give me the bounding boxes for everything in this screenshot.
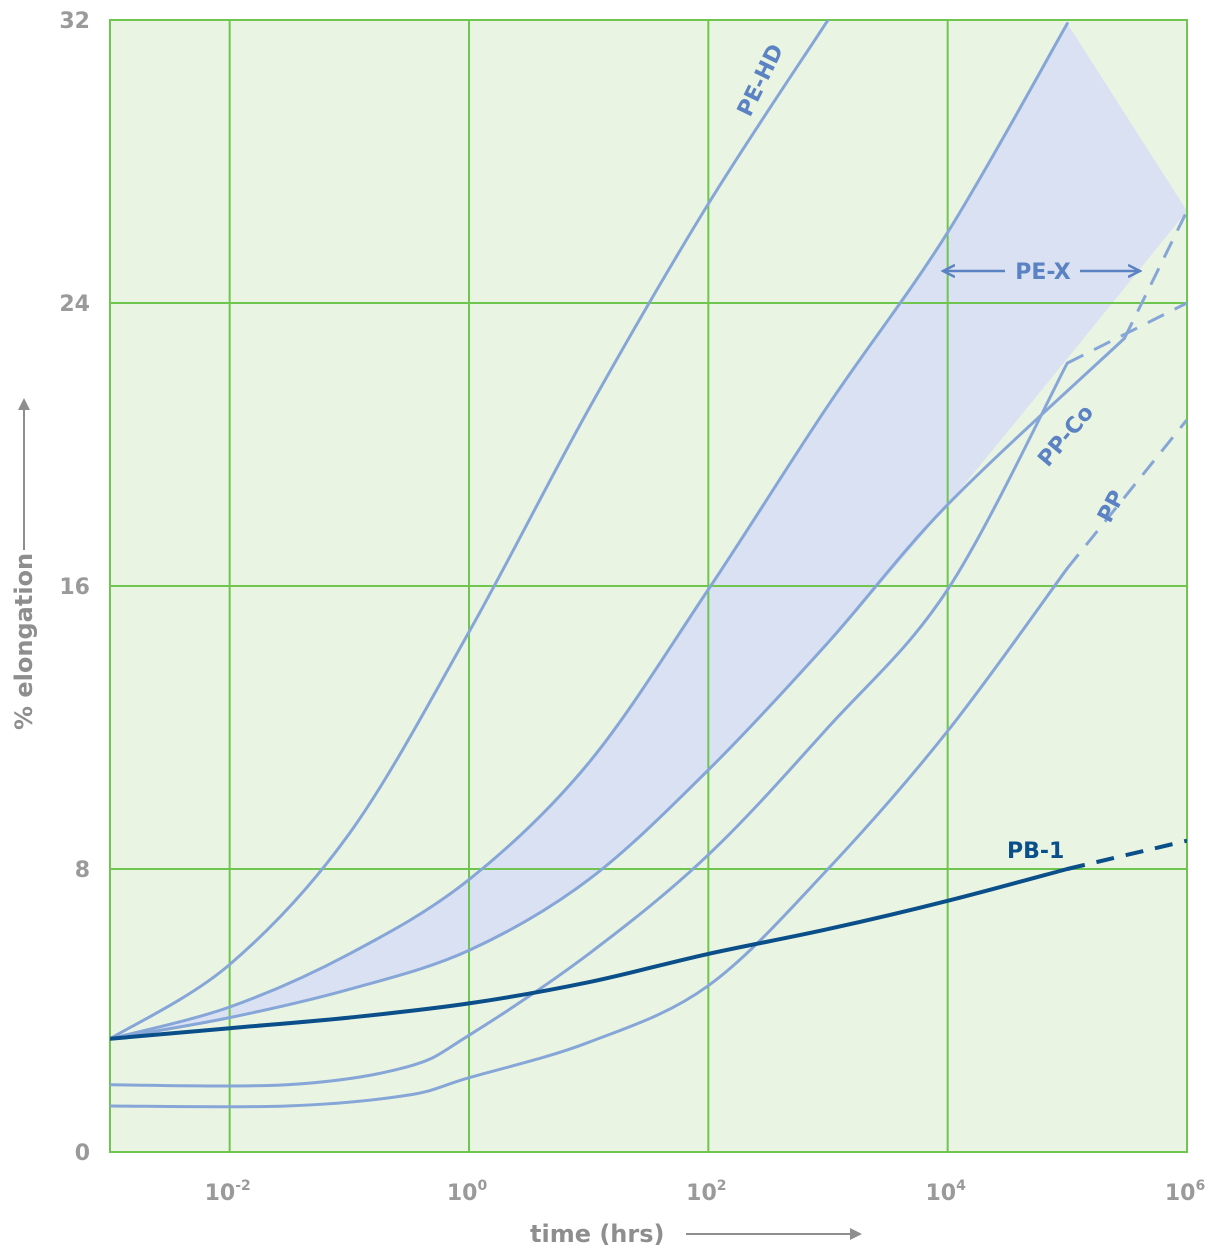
pp-curve-extrapolated — [1066, 418, 1187, 570]
pb-1-curve-extrapolated — [1066, 838, 1187, 871]
y-tick-label: 8 — [75, 858, 90, 883]
y-tick-labels: 0 8 16 24 32 — [59, 9, 90, 1166]
y-tick-label: 32 — [59, 9, 90, 34]
x-tick-label: 106 — [1165, 1178, 1205, 1206]
curves — [110, 20, 1187, 1109]
y-axis-title: % elongation — [10, 553, 38, 730]
y-tick-label: 16 — [59, 575, 90, 600]
x-tick-label: 102 — [686, 1178, 726, 1206]
x-tick-label: 100 — [447, 1178, 488, 1206]
pe-x-label: PE-X — [1015, 260, 1070, 285]
x-tick-labels: 10-2 100 102 104 106 — [205, 1178, 1206, 1206]
pp-curve — [110, 566, 1069, 1109]
y-tick-label: 24 — [59, 292, 90, 317]
pe-x-curve — [110, 22, 1069, 1041]
pe-x-curve-extrapolated — [1123, 210, 1187, 340]
pe-hd-curve — [110, 20, 830, 1041]
pp-co-curve — [110, 361, 1069, 1088]
x-tick-label: 104 — [925, 1178, 966, 1206]
x-axis-title: time (hrs) — [530, 1220, 664, 1248]
pp-co-curve-extrapolated — [1066, 301, 1187, 365]
pe-x-curve — [110, 336, 1126, 1041]
y-tick-label: 0 — [75, 1141, 90, 1166]
x-tick-label: 10-2 — [205, 1178, 251, 1206]
pb-1-label: PB-1 — [1007, 839, 1064, 864]
pe-x-band — [110, 23, 1187, 1039]
plot-border — [109, 19, 1188, 1153]
pb-1-curve — [110, 867, 1070, 1041]
